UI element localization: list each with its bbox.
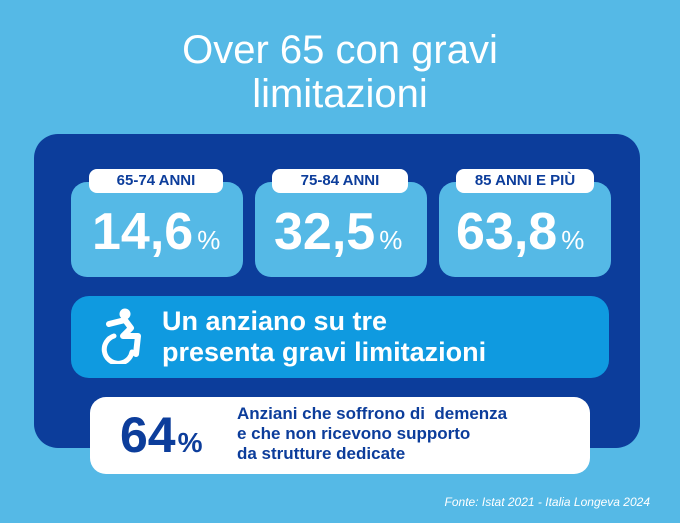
stat-box-85-plus — [439, 182, 611, 277]
stat-box-65-74 — [71, 182, 243, 277]
dementia-unit: % — [177, 427, 203, 458]
stat-label-85-plus: 85 ANNI E PIÙ — [456, 169, 594, 193]
stat-box-75-84 — [255, 182, 427, 277]
stat-unit: % — [379, 225, 403, 255]
dementia-text: Anziani che soffrono di demenza e che no… — [237, 404, 587, 464]
dementia-card — [90, 397, 590, 474]
stat-number: 32,5 — [274, 203, 376, 261]
title-line-2: limitazioni — [252, 72, 428, 116]
highlight-line-1: Un anziano su tre — [162, 306, 388, 336]
source-note: Fonte: Istat 2021 - Italia Longeva 2024 — [444, 495, 650, 509]
stat-label-75-84: 75-84 ANNI — [272, 169, 408, 193]
dementia-line-2: e che non ricevono supporto — [237, 424, 471, 443]
page-title: Over 65 con gravi limitazioni — [0, 28, 680, 116]
highlight-bar — [71, 296, 609, 378]
title-line-1: Over 65 con gravi — [182, 28, 498, 72]
wheelchair-icon — [101, 308, 141, 364]
stat-unit: % — [561, 225, 585, 255]
stat-label-65-74: 65-74 ANNI — [89, 169, 223, 193]
stat-number: 63,8 — [456, 203, 558, 261]
stat-unit: % — [197, 225, 221, 255]
stat-value-75-84: 32,5% — [274, 202, 402, 270]
dementia-line-3: da strutture dedicate — [237, 444, 406, 463]
dementia-percent: 64% — [120, 405, 203, 473]
stat-value-65-74: 14,6% — [92, 202, 220, 270]
stat-number: 14,6 — [92, 203, 194, 261]
highlight-line-2: presenta gravi limitazioni — [162, 337, 487, 367]
dementia-line-1: Anziani che soffrono di demenza — [237, 404, 508, 423]
dementia-number: 64 — [120, 407, 176, 463]
stat-value-85-plus: 63,8% — [456, 202, 584, 270]
highlight-text: Un anziano su tre presenta gravi limitaz… — [162, 306, 486, 368]
